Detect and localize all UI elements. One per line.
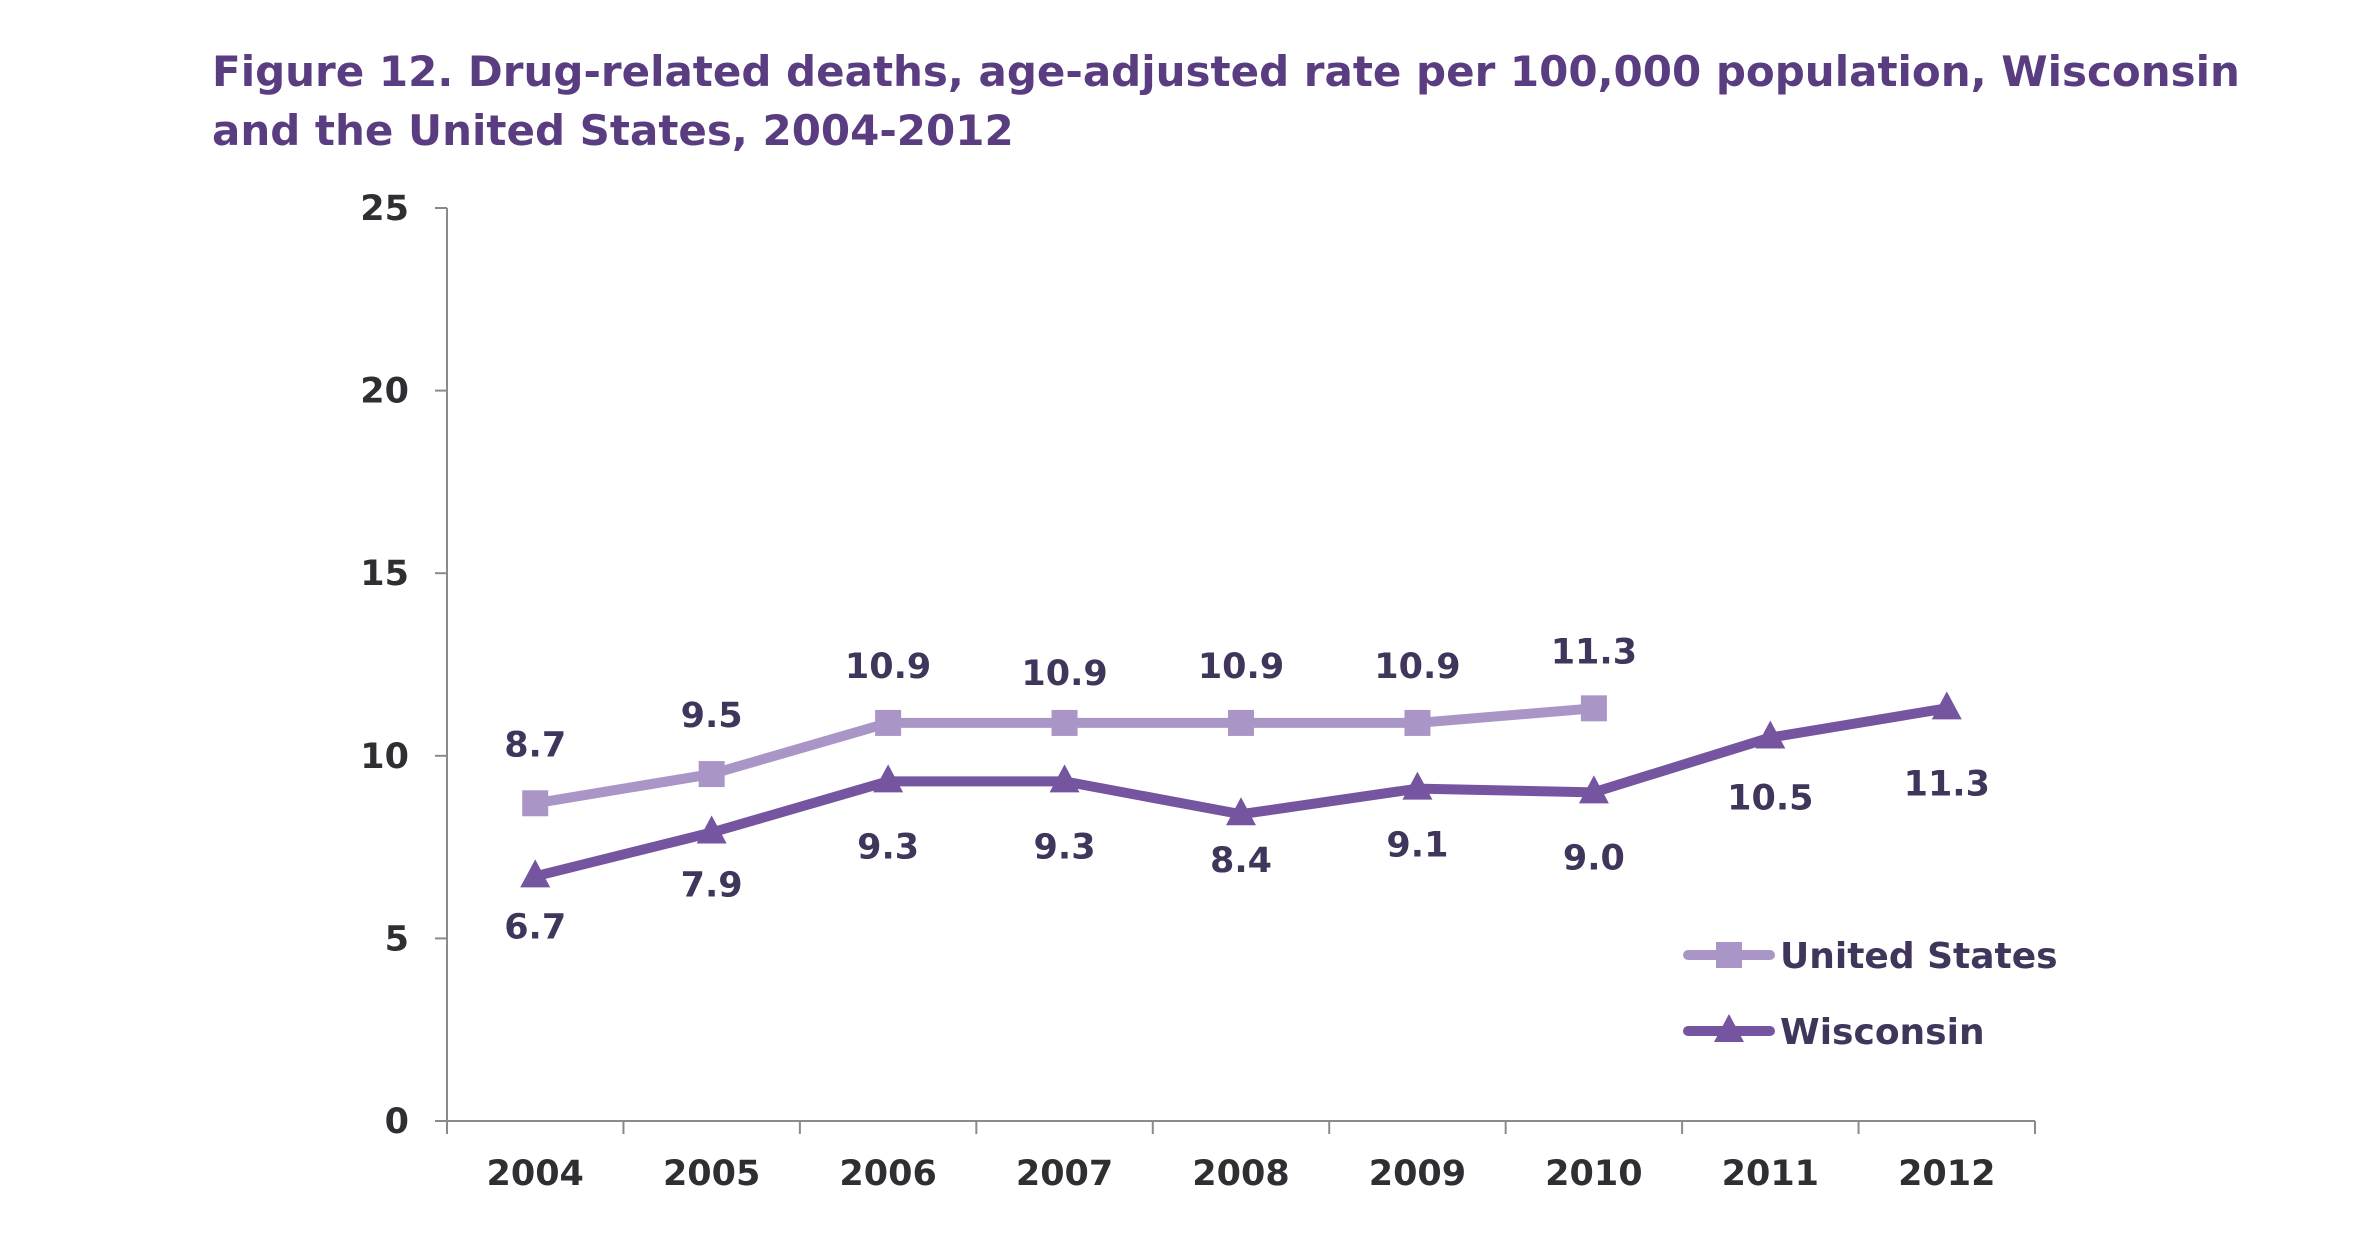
data-label: 9.0 [1563,838,1625,878]
data-point [1049,764,1080,793]
data-label: 8.4 [1210,841,1272,881]
data-label: 9.1 [1386,826,1448,866]
x-tick-label: 2012 [1898,1154,1995,1194]
x-tick-label: 2005 [663,1154,760,1194]
data-label: 9.3 [857,827,919,867]
data-label: 9.3 [1034,827,1096,867]
data-point [1578,775,1609,804]
legend-marker [1714,1014,1744,1042]
data-label: 8.7 [504,725,566,765]
x-tick-label: 2007 [1016,1154,1113,1194]
x-tick-label: 2008 [1192,1154,1289,1194]
y-tick-label: 25 [360,189,409,229]
data-point [1755,720,1786,749]
data-point [1402,771,1433,800]
x-tick-label: 2011 [1722,1154,1819,1194]
legend: United States Wisconsin [1683,936,2058,1053]
data-point [875,709,902,736]
data-label: 9.5 [681,696,743,736]
y-tick-label: 0 [385,1102,409,1142]
x-tick-label: 2004 [487,1154,584,1194]
data-point [1228,709,1254,736]
data-label: 10.5 [1727,779,1813,819]
data-point [1404,709,1431,736]
data-point [520,859,551,888]
data-point [1051,709,1078,736]
data-point [522,790,549,817]
legend-label: Wisconsin [1780,1012,1985,1053]
data-label: 10.9 [1374,647,1460,687]
y-tick-label: 15 [360,554,409,594]
y-tick-label: 20 [360,372,409,412]
data-label: 10.9 [1198,647,1284,687]
data-point [1580,695,1607,722]
y-tick-label: 5 [385,919,409,959]
data-point [696,815,727,844]
data-label: 10.9 [1021,654,1107,694]
data-label: 7.9 [681,865,743,905]
data-labels: 8.7 9.5 10.9 10.9 10.9 10.9 11.3 6.7 7.9 9.3 9.3 8.… [504,632,1990,947]
data-label: 6.7 [504,907,566,947]
x-tick-label: 2010 [1545,1154,1642,1194]
legend-label: United States [1780,936,2058,977]
data-point [873,764,904,793]
y-tick-label: 10 [360,737,409,777]
chart-title: Figure 12. Drug-related deaths, age-adju… [212,47,2240,155]
x-tick-label: 2009 [1369,1154,1466,1194]
data-label: 10.9 [845,647,931,687]
data-point [1931,691,1962,720]
x-tick-label: 2006 [839,1154,936,1194]
axes: 0 5 10 15 20 25 2004 2005 2006 2007 2008 2009 2010 20… [360,189,2036,1194]
legend-marker [1716,942,1742,968]
series-layer [520,691,1962,888]
data-label: 11.3 [1904,764,1990,804]
data-point [1226,797,1256,826]
data-label: 11.3 [1551,632,1637,672]
data-point [698,761,725,788]
